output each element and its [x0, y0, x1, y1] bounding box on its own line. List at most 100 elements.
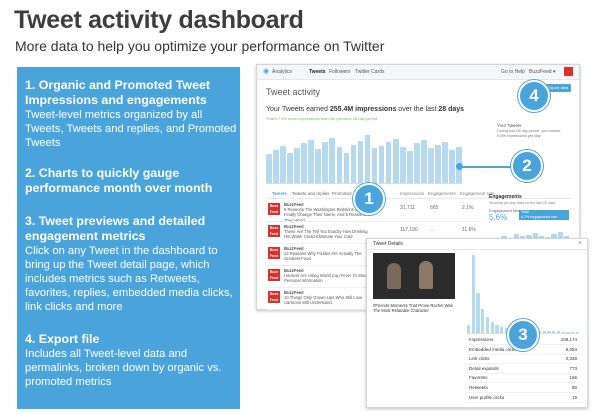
tweet-handle: BuzzFeed	[284, 290, 304, 295]
connector-dot	[456, 163, 463, 170]
chart-bar	[556, 331, 561, 333]
feature-heading: 1. Organic and Promoted Tweet Impression…	[25, 78, 210, 107]
tweet-body: These Are The Tell You Exactly How Drink…	[284, 229, 368, 240]
feature-2: 2. Charts to quickly gauge performance m…	[25, 166, 237, 196]
chart-bar	[407, 150, 413, 183]
buzzfeed-logo-icon: Buzz Feed	[268, 269, 280, 281]
metric-label: Impressions	[469, 337, 494, 342]
nav-analytics[interactable]: Analytics	[272, 69, 293, 75]
nav-tab-tweets[interactable]: Tweets	[309, 69, 326, 75]
engagements-sub: Showing per-day data for the last 28 day…	[489, 201, 556, 205]
tweet-media-image[interactable]	[373, 253, 455, 299]
modal-header: Tweet Details ×	[367, 239, 587, 250]
chart-bar	[350, 144, 357, 183]
tab-tweets-replies[interactable]: Tweets and replies	[292, 191, 330, 196]
chart-bar	[364, 135, 371, 183]
tweet-handle: BuzzFeed	[284, 246, 304, 251]
feature-4: 4. Export file Includes all Tweet-level …	[25, 332, 237, 389]
feature-heading: 3. Tweet previews and detailed engagemen…	[25, 214, 206, 243]
metric-row: Retweets 80	[467, 383, 579, 393]
chart-bar	[467, 325, 471, 333]
chart-bar	[421, 140, 427, 183]
chart-bar	[500, 326, 504, 333]
table-row[interactable]: Buzz Feed BuzzFeed 5 Reasons The Washington…	[266, 201, 482, 223]
chart-bar	[566, 332, 570, 333]
right-label: Your Tweets	[497, 123, 522, 128]
chart-bar	[449, 150, 455, 183]
close-icon[interactable]: ×	[577, 240, 582, 247]
metric-row: Embedded media clicks 5,054	[467, 345, 579, 355]
connector-line	[460, 166, 511, 168]
metric-value: 108,174	[560, 337, 577, 342]
chart-bar	[280, 145, 286, 183]
chart-bar	[322, 142, 328, 183]
metric-label: Favorites	[469, 375, 488, 381]
tweet-body: Hackers Are Using World Cup Fever To Ste…	[284, 273, 368, 284]
chart-bar	[435, 145, 441, 183]
tab-tweets[interactable]: Tweets	[272, 191, 287, 196]
nav-account-menu[interactable]: BuzzFeed ▾	[529, 69, 556, 75]
metric-value: 19	[571, 394, 577, 400]
engagement-rate-label: Engagement rate	[489, 208, 520, 213]
metric-value: 773	[569, 365, 577, 371]
buzzfeed-logo-icon: Buzz Feed	[268, 291, 280, 303]
page-subtitle: More data to help you optimize your perf…	[15, 38, 385, 54]
metric-value: 2,338	[565, 356, 577, 362]
avatar[interactable]	[564, 67, 573, 76]
total-callout: Total 4.7% engagement rate	[519, 210, 569, 220]
chart-bar	[385, 142, 392, 183]
chart-bar	[471, 254, 475, 333]
chart-bar	[561, 332, 565, 333]
metric-row: Link clicks 2,338	[467, 354, 579, 365]
buzzfeed-logo-icon: Buzz Feed	[268, 247, 280, 259]
summary-days: 28 days	[438, 106, 465, 113]
col-engagements: Engagements	[428, 191, 456, 196]
nav-tab-cards[interactable]: Twitter Cards	[355, 69, 385, 75]
chart-bar	[442, 141, 448, 183]
chart-bar	[547, 331, 551, 333]
metric-label: Embedded media clicks	[469, 346, 517, 352]
chart-bar	[428, 148, 434, 183]
tab-promoted[interactable]: Promoted	[332, 191, 352, 196]
media-figure-right	[419, 261, 433, 289]
callout-badge-4: 4	[518, 80, 550, 112]
chart-bar	[537, 331, 542, 333]
page-title: Tweet activity dashboard	[14, 6, 304, 34]
chart-bar	[329, 138, 336, 183]
table-row[interactable]: Buzz Feed BuzzFeed These Are The Tell You E…	[266, 223, 482, 244]
feature-3: 3. Tweet previews and detailed engagemen…	[25, 214, 237, 314]
dashboard-title: Tweet activity	[266, 87, 321, 97]
row-divider	[266, 221, 482, 222]
chart-bar	[308, 139, 314, 183]
chart-bar	[495, 325, 499, 333]
row-impressions: 31,711	[400, 205, 415, 211]
chart-bar	[336, 147, 343, 183]
summary-subtext: That's 7.6% more impressions than the pr…	[266, 116, 378, 121]
tweet-body: 10 Things Only Grown-Ups Who Still Love …	[284, 295, 363, 306]
chart-bar	[504, 328, 509, 333]
tweet-handle: BuzzFeed	[284, 202, 304, 207]
nav-help-link[interactable]: Go to Help	[501, 69, 525, 75]
feature-heading: 2. Charts to quickly gauge performance m…	[25, 166, 213, 195]
chart-bar	[392, 139, 399, 183]
nav-tab-followers[interactable]: Followers	[329, 69, 351, 75]
row-impressions: 117,190	[400, 227, 418, 233]
detail-metrics-list: Impressions 108,174 Embedded media clicks 5…	[467, 335, 579, 405]
chart-bar	[273, 150, 279, 183]
media-figure-left	[387, 263, 401, 289]
chart-bar	[371, 148, 378, 183]
total-label: Total	[521, 210, 529, 214]
export-data-button[interactable]: Export data	[545, 84, 571, 92]
chart-bar	[552, 331, 556, 333]
feature-1: 1. Organic and Promoted Tweet Impression…	[25, 78, 237, 150]
top-nav: ◉ Analytics Tweets Followers Twitter Car…	[257, 65, 579, 80]
chart-bar	[378, 145, 385, 183]
chart-bar	[571, 332, 575, 333]
tweet-detail-modal: Tweet Details × #Friends Moments That Pr…	[366, 238, 588, 408]
total-sub: 4.7% engagement rate	[521, 215, 558, 219]
buzzfeed-logo-icon: Buzz Feed	[268, 203, 280, 215]
tweet-text: BuzzFeed 22 Reasons Why Pickles Are Actua…	[284, 246, 369, 262]
feature-heading: 4. Export file	[25, 332, 100, 346]
chart-bar	[301, 143, 307, 183]
chart-bar	[481, 309, 485, 333]
